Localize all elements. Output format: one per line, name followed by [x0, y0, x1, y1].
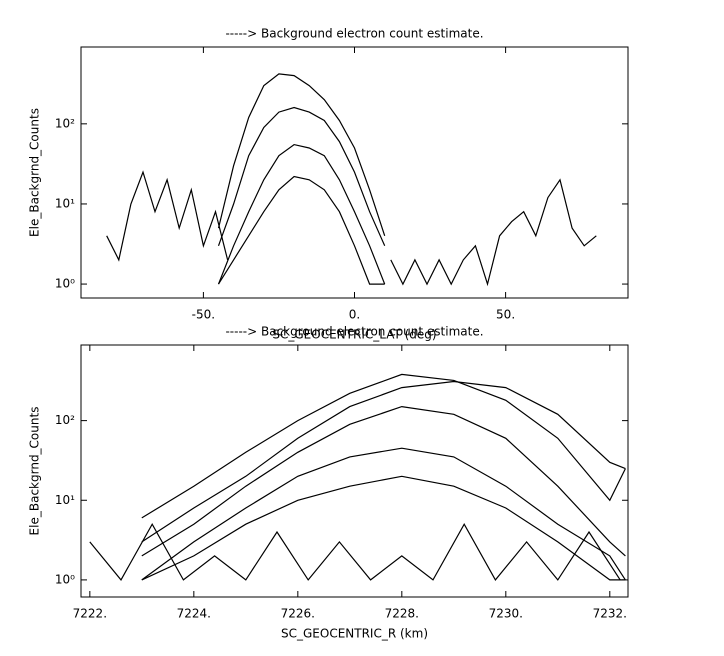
y-tick-label: 10⁰ — [55, 277, 75, 291]
x-tick-label: 50. — [496, 308, 515, 322]
x-tick-label: 7222. — [73, 607, 107, 621]
y-tick-label: 10¹ — [55, 493, 75, 507]
x-tick-label: 7226. — [281, 607, 315, 621]
data-line — [217, 143, 386, 285]
data-line — [141, 405, 626, 557]
data-line — [141, 475, 626, 581]
x-axis-label: SC_GEOCENTRIC_R (km) — [281, 627, 428, 641]
data-line — [217, 175, 385, 285]
x-tick-label: -50. — [192, 308, 215, 322]
y-tick-label: 10⁰ — [55, 572, 75, 586]
y-tick-label: 10² — [55, 116, 75, 130]
data-line — [141, 447, 626, 581]
x-axis-label: SC_GEOCENTRIC_LAT (deg) — [272, 328, 436, 342]
chart-title: -----> Background electron count estimat… — [225, 325, 483, 339]
x-tick-label: 7224. — [177, 607, 211, 621]
chart-title: -----> Background electron count estimat… — [225, 27, 483, 41]
data-line — [217, 106, 386, 247]
y-tick-label: 10² — [55, 413, 75, 427]
x-tick-label: 7228. — [385, 607, 419, 621]
plot-frame — [80, 344, 629, 598]
y-axis-label: Ele_Backgrnd_Counts — [28, 108, 42, 237]
x-tick-label: 0. — [349, 308, 360, 322]
data-line — [89, 522, 621, 581]
data-line — [141, 380, 626, 543]
data-line — [141, 373, 626, 519]
data-line — [217, 73, 386, 236]
x-tick-label: 7232. — [593, 607, 627, 621]
plot-frame — [80, 46, 629, 299]
data-line — [106, 170, 229, 262]
y-axis-label: Ele_Backgrnd_Counts — [28, 407, 42, 536]
x-tick-label: 7230. — [489, 607, 523, 621]
y-tick-label: 10¹ — [55, 196, 75, 210]
data-line — [390, 178, 597, 287]
